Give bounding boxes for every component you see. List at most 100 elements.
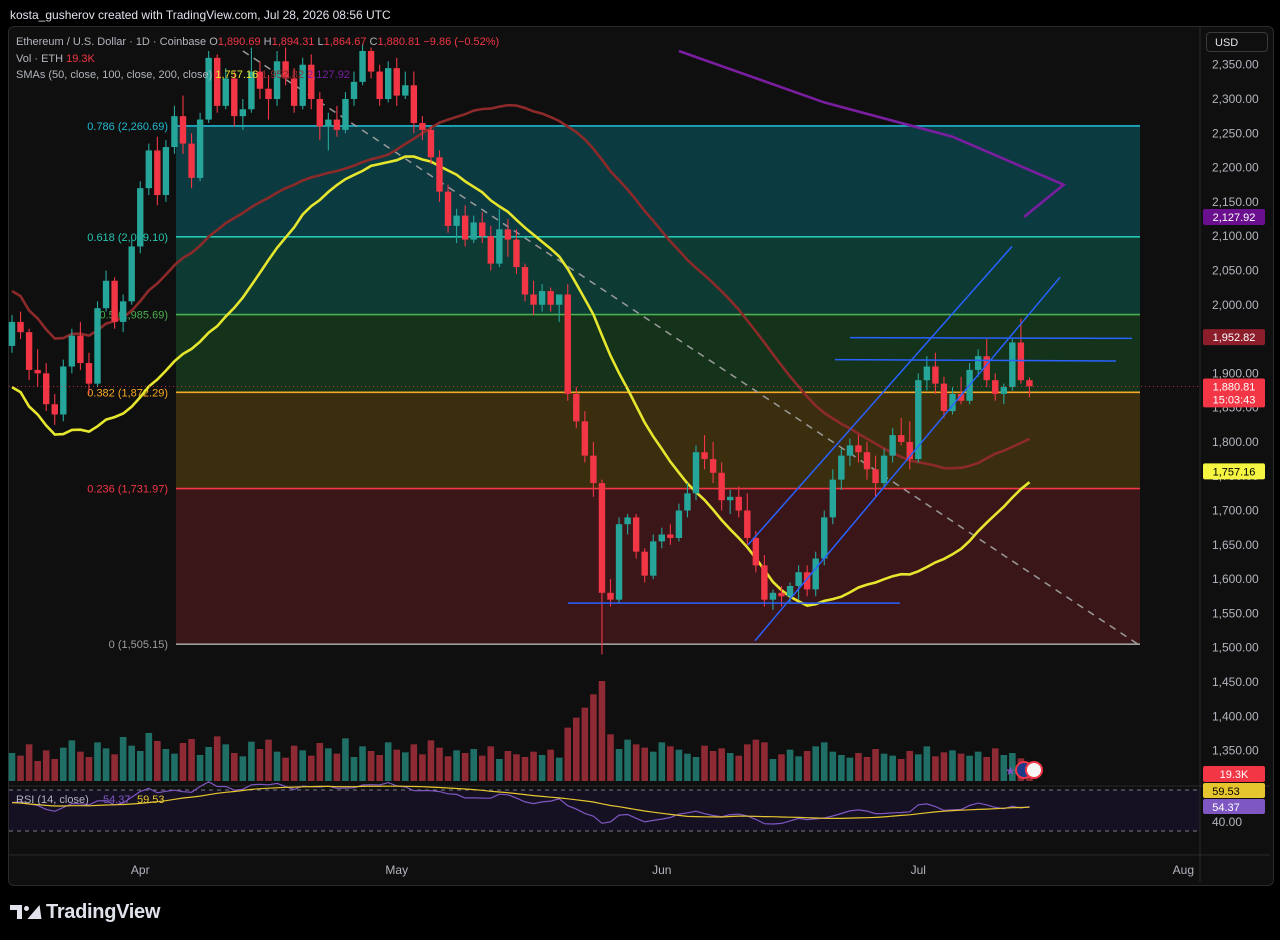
volume-bar (196, 755, 204, 781)
volume-bar (658, 742, 666, 781)
price-tag-bg (1203, 391, 1265, 408)
volume-bar (51, 759, 59, 781)
price-tag-bg (1203, 209, 1265, 226)
candle (496, 208, 503, 268)
candle (436, 150, 443, 202)
price-axis-tick: 1,600.00 (1212, 572, 1259, 586)
volume-bar (752, 739, 760, 781)
sma200-value: 2,127.92 (307, 69, 350, 81)
volume-bar (735, 755, 743, 781)
candle-body (68, 335, 76, 367)
volume-bar (367, 751, 375, 781)
close-value: 1,880.81 (377, 36, 421, 48)
candle (863, 441, 871, 480)
volume-bar (581, 707, 589, 781)
candle (350, 71, 358, 106)
volume-bar (786, 749, 794, 781)
candle (385, 61, 392, 103)
candle (530, 280, 537, 316)
price-axis-tick: 1,500.00 (1212, 641, 1259, 655)
open-value: 1,890.69 (217, 36, 261, 48)
volume-bar (974, 751, 982, 781)
candle (487, 225, 494, 271)
candle-body (367, 51, 375, 72)
candle-body (43, 373, 50, 405)
price-tag-bg (1203, 378, 1265, 395)
candle-body (342, 99, 349, 130)
price-axis-tick: 1,650.00 (1212, 538, 1259, 552)
candle (812, 551, 819, 597)
rsi-ma-tag-bg (1203, 783, 1265, 798)
volume-bar (34, 761, 41, 781)
volume-bar (649, 751, 657, 781)
low-value: 1,864.67 (323, 36, 367, 48)
candle (222, 68, 229, 110)
volume-bar (547, 749, 554, 781)
fib-zone (176, 488, 1140, 645)
candle-body (85, 363, 93, 384)
candle-body (855, 445, 862, 453)
candle (1009, 339, 1016, 391)
candle (769, 589, 777, 610)
volume-bar (136, 751, 144, 781)
fib-level-label: 0 (1,505.15) (109, 639, 168, 651)
price-axis-tick: 1,900.00 (1212, 366, 1259, 380)
candle-body (581, 421, 589, 456)
candle (727, 489, 734, 514)
fib-zone (176, 125, 1140, 237)
candle-body (77, 335, 84, 364)
candle (145, 143, 152, 196)
rsi-ma-line (11, 785, 1030, 819)
candle-body (667, 534, 674, 538)
candle-body (265, 88, 272, 100)
brand-name: TradingView (46, 900, 161, 923)
volume-bar (162, 749, 170, 781)
candle-body (461, 215, 469, 240)
candle (573, 387, 580, 429)
candle (376, 64, 383, 106)
volume-bar (461, 753, 469, 781)
candle-body (795, 572, 802, 586)
candle-body (923, 366, 931, 381)
candle-body (290, 78, 298, 106)
fib-level-label: 0.236 (1,731.97) (87, 484, 168, 496)
candle-body (1009, 342, 1016, 388)
candle (684, 483, 691, 518)
volume-bar (991, 748, 999, 781)
rsi-value: 54.37 (103, 794, 131, 806)
price-axis-tick: 2,100.00 (1212, 229, 1259, 243)
low-label: L (317, 36, 324, 48)
candle (564, 284, 571, 401)
resistance-line-lower (834, 358, 1117, 362)
candle-body (761, 565, 768, 600)
candle (906, 421, 913, 470)
candle-body (590, 455, 597, 484)
candle-body (325, 119, 332, 127)
volume-bar (632, 744, 640, 781)
candle-body (650, 541, 657, 576)
candle (231, 71, 238, 127)
candle-body (547, 291, 554, 305)
price-tag: 1,757.16 (1213, 466, 1256, 478)
candle (342, 92, 349, 134)
candle-body (248, 71, 255, 110)
volume-bar (265, 739, 272, 781)
candle (51, 393, 58, 425)
currency-selector[interactable]: USD (1206, 32, 1268, 52)
candle (461, 205, 469, 247)
candle (265, 75, 272, 120)
volume-bar (718, 748, 725, 781)
volume-bar (154, 741, 161, 781)
volume-bar (838, 755, 845, 781)
high-label: H (263, 36, 272, 48)
candle (949, 387, 956, 415)
candle (256, 61, 264, 100)
candle (547, 287, 554, 312)
candle-body (692, 452, 700, 494)
volume-bar (863, 757, 871, 781)
fib-level-label: 0.618 (2,099.10) (87, 232, 168, 244)
candle (632, 513, 640, 559)
volume-bar (436, 747, 443, 781)
candle-body (906, 441, 913, 460)
